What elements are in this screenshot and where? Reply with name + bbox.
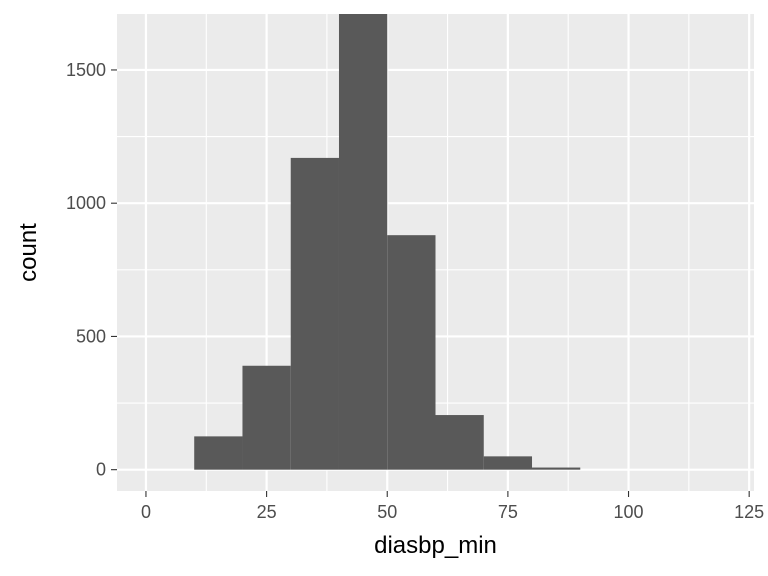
histogram-bar bbox=[387, 235, 436, 470]
x-tick-label: 50 bbox=[377, 502, 397, 522]
y-axis-ticks: 0 500 1000 1500 bbox=[66, 60, 117, 480]
x-tick-label: 25 bbox=[257, 502, 277, 522]
y-tick-label: 1500 bbox=[66, 60, 106, 80]
histogram-bar bbox=[194, 436, 243, 470]
histogram-bars bbox=[194, 14, 581, 470]
histogram-bar bbox=[532, 467, 581, 470]
x-tick-label: 0 bbox=[141, 502, 151, 522]
x-tick-label: 125 bbox=[734, 502, 764, 522]
histogram-bar bbox=[338, 14, 388, 470]
y-tick-label: 1000 bbox=[66, 193, 106, 213]
x-tick-label: 75 bbox=[498, 502, 518, 522]
histogram-bar bbox=[483, 456, 533, 470]
y-tick-label: 500 bbox=[76, 326, 106, 346]
histogram-bar bbox=[290, 157, 339, 470]
histogram-bar bbox=[242, 365, 291, 470]
y-tick-label: 0 bbox=[96, 460, 106, 480]
histogram-bar bbox=[435, 415, 484, 470]
x-axis-title: diasbp_min bbox=[374, 532, 497, 559]
x-tick-label: 100 bbox=[614, 502, 644, 522]
x-axis-ticks: 0 25 50 75 100 125 bbox=[141, 491, 764, 522]
y-axis-title: count bbox=[15, 223, 42, 282]
